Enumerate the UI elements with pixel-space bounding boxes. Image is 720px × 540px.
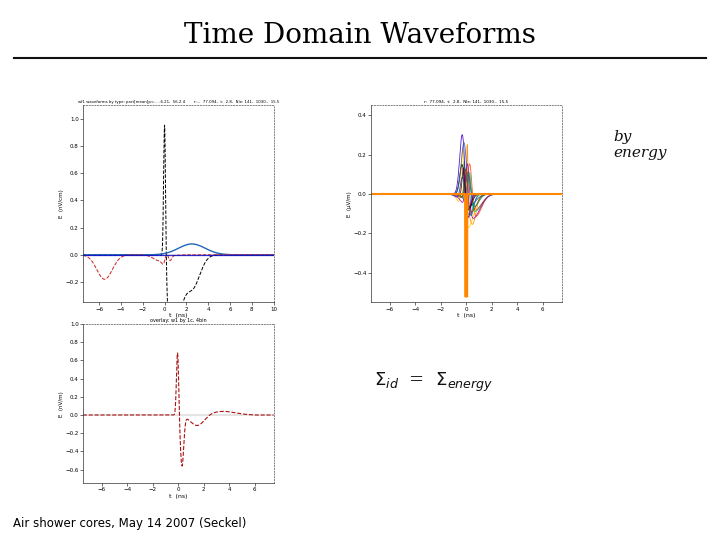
X-axis label: t  (ns): t (ns) <box>169 494 187 499</box>
X-axis label: t  (ns): t (ns) <box>457 313 475 318</box>
Text: $\Sigma_{id}$  =  $\Sigma_{energy}$: $\Sigma_{id}$ = $\Sigma_{energy}$ <box>374 371 494 394</box>
Text: Air shower cores, May 14 2007 (Seckel): Air shower cores, May 14 2007 (Seckel) <box>13 517 246 530</box>
Text: Time Domain Waveforms: Time Domain Waveforms <box>184 22 536 49</box>
Y-axis label: E  (nV/m): E (nV/m) <box>59 391 64 416</box>
Text: $\gamma e^+e^-$: $\gamma e^+e^-$ <box>212 119 260 138</box>
X-axis label: t  (ns): t (ns) <box>169 313 187 318</box>
Title: wf1 waveforms by type: part[mean]p=... -6.21,  56.2.4       r:...  77.094,  t:  : wf1 waveforms by type: part[mean]p=... -… <box>78 100 279 104</box>
Y-axis label: E  (µV/m): E (µV/m) <box>347 191 352 217</box>
Text: $p\nu$: $p\nu$ <box>223 168 240 182</box>
Y-axis label: E  (nV/cm): E (nV/cm) <box>59 190 64 218</box>
Text: by
energy: by energy <box>613 130 667 160</box>
Title: overlay: w1 by 1c, 4bin: overlay: w1 by 1c, 4bin <box>150 318 207 323</box>
Text: $\pi\mu$: $\pi\mu$ <box>107 220 124 234</box>
Title: r:  77.094,  t:  2.8,  Nle: 141,  1030.,  15.5: r: 77.094, t: 2.8, Nle: 141, 1030., 15.5 <box>424 100 508 104</box>
